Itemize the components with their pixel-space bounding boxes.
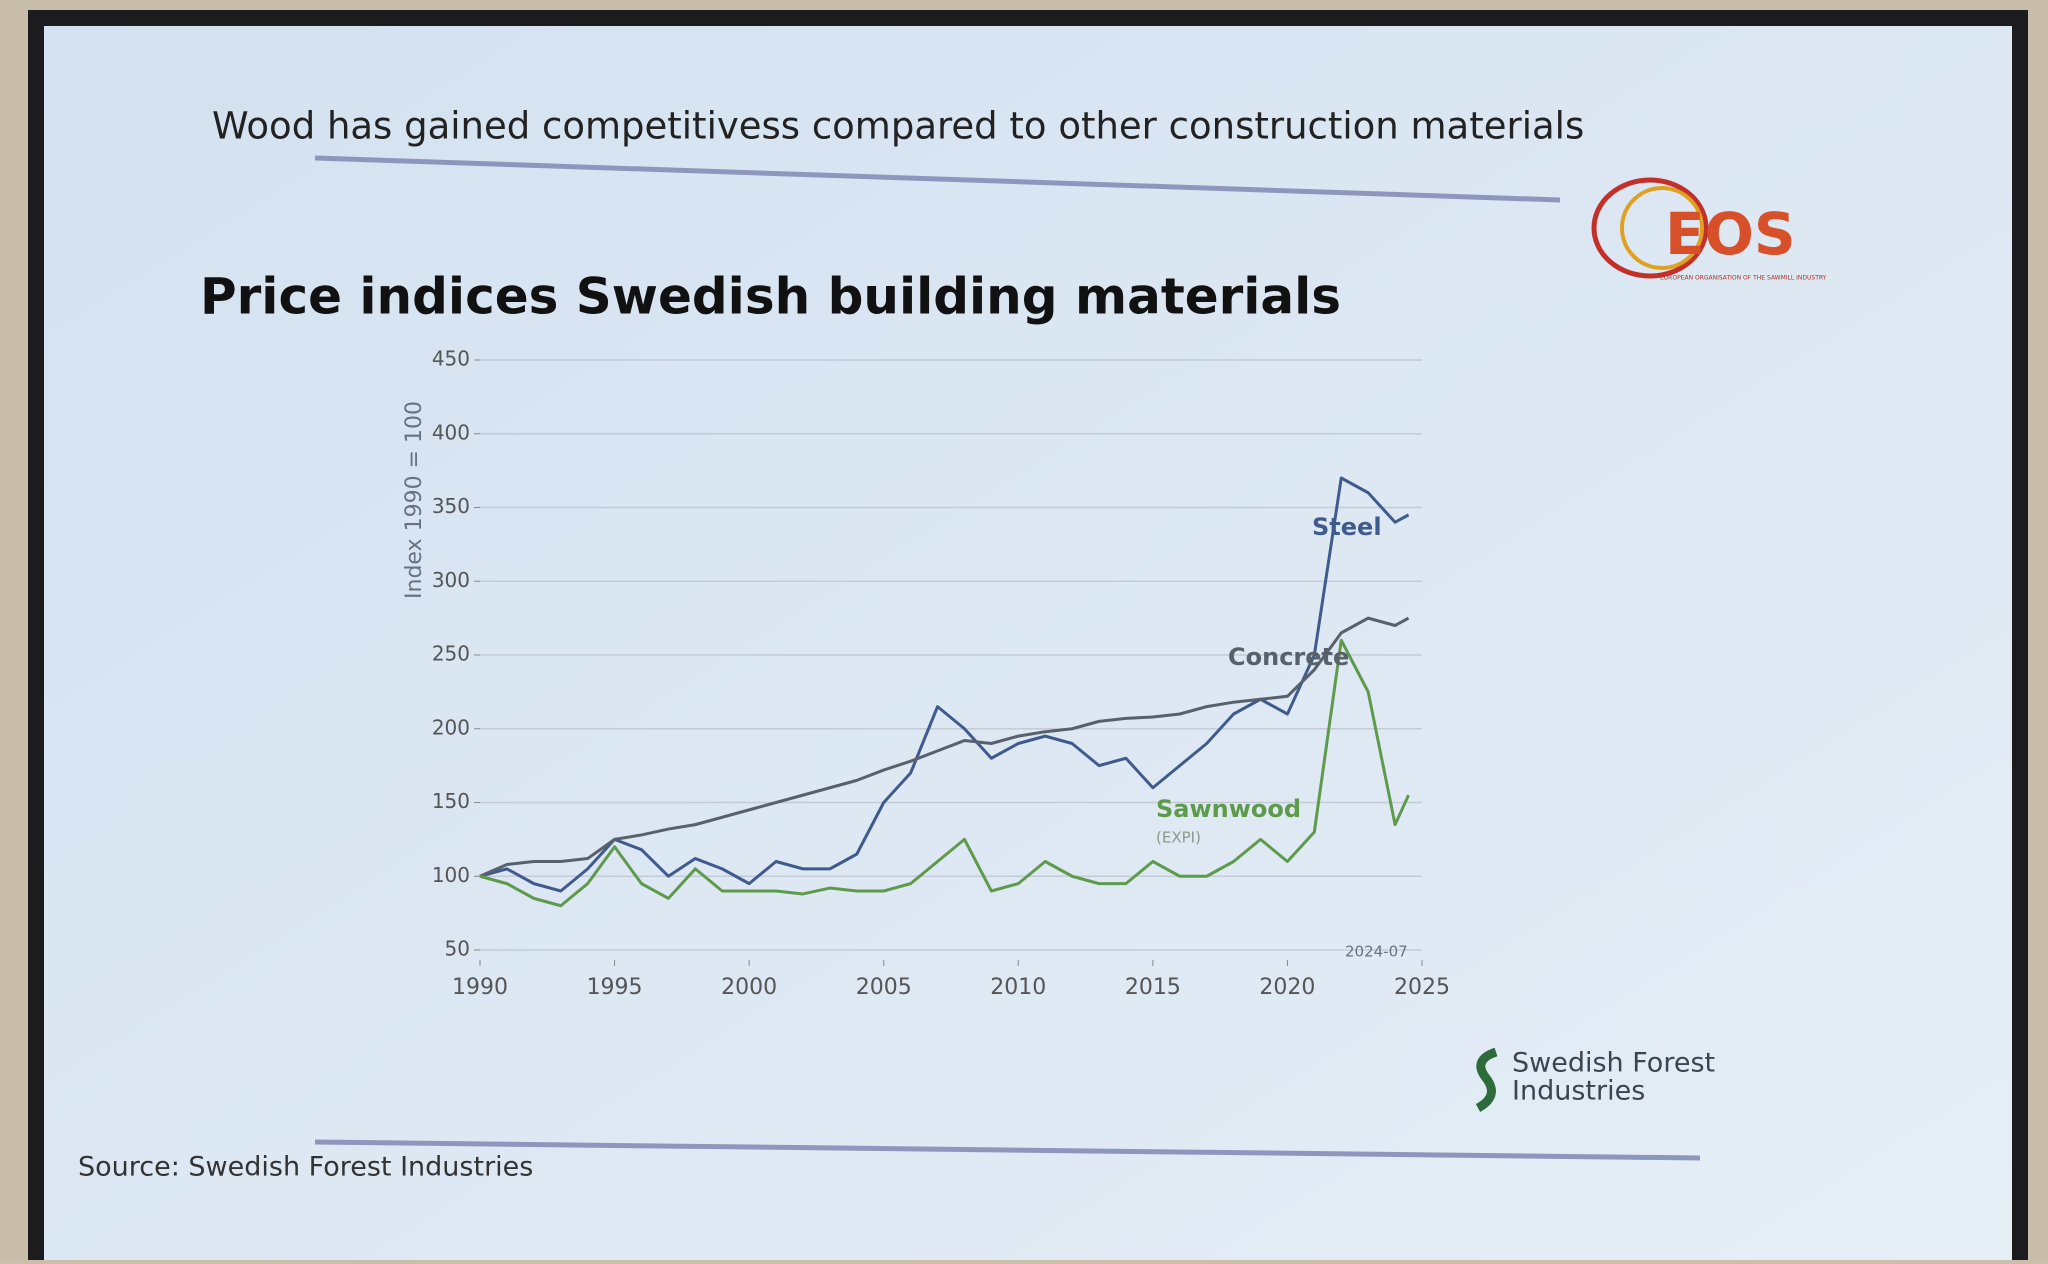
y-tick-label: 100 (432, 863, 470, 887)
logo-text: Swedish Forest (1512, 1048, 1715, 1079)
x-tick-label: 1995 (587, 975, 643, 1000)
plot: 50 100 150 200 250 300 350 400 450 1990 1995 2000 20… (432, 347, 1450, 1001)
y-tick-label: 200 (432, 715, 470, 739)
x-tick-label: 2005 (856, 975, 912, 1000)
x-tick-label: 2020 (1259, 975, 1315, 1000)
logo-tagline: EUROPEAN ORGANISATION OF THE SAWMILL IND… (1660, 275, 1827, 282)
y-tick-label: 50 (445, 937, 470, 961)
series-label: Concrete (1228, 643, 1349, 671)
y-tick-label: 350 (432, 494, 470, 518)
header: Wood has gained competitivess compared t… (212, 105, 1584, 148)
x-tick-label: 2025 (1394, 975, 1450, 1000)
y-tick-label: 450 (432, 347, 470, 371)
series-line (479, 638, 1410, 908)
x-tick-label: 2010 (990, 975, 1046, 1000)
logo-mark (1475, 1047, 1498, 1112)
eos-logo: EOS EUROPEAN ORGANISATION OF THE SAWMILL… (1591, 177, 1827, 282)
chart-title: Price indices Swedish building materials (200, 268, 1341, 326)
series-label: Sawnwood (1156, 795, 1301, 823)
logo-text: EOS (1665, 200, 1796, 268)
series-line (479, 476, 1410, 893)
annotation: 2024-07 (1345, 943, 1408, 961)
footer-rule (314, 1139, 1701, 1161)
y-tick-label: 150 (432, 789, 470, 813)
y-tick-label: 300 (432, 568, 470, 592)
series-label: Steel (1312, 513, 1382, 541)
screen (44, 26, 2012, 1260)
sfi-logo: Swedish Forest Industries (1475, 1047, 1715, 1112)
logo-text: Industries (1512, 1076, 1645, 1107)
y-tick-label: 250 (432, 642, 470, 666)
x-tick-label: 2000 (721, 975, 777, 1000)
logo-ring (1620, 186, 1704, 270)
x-tick-label: 1990 (452, 975, 508, 1000)
x-tick-label: 2015 (1125, 975, 1181, 1000)
series-sublabel: (EXPI) (1156, 829, 1201, 847)
y-axis-label: Index 1990 = 100 (402, 401, 427, 599)
header-rule (314, 155, 1561, 203)
logo-ring (1591, 177, 1709, 279)
series-line (479, 616, 1410, 878)
y-tick-label: 400 (432, 420, 470, 444)
source: Source: Swedish Forest Industries (78, 1152, 533, 1183)
